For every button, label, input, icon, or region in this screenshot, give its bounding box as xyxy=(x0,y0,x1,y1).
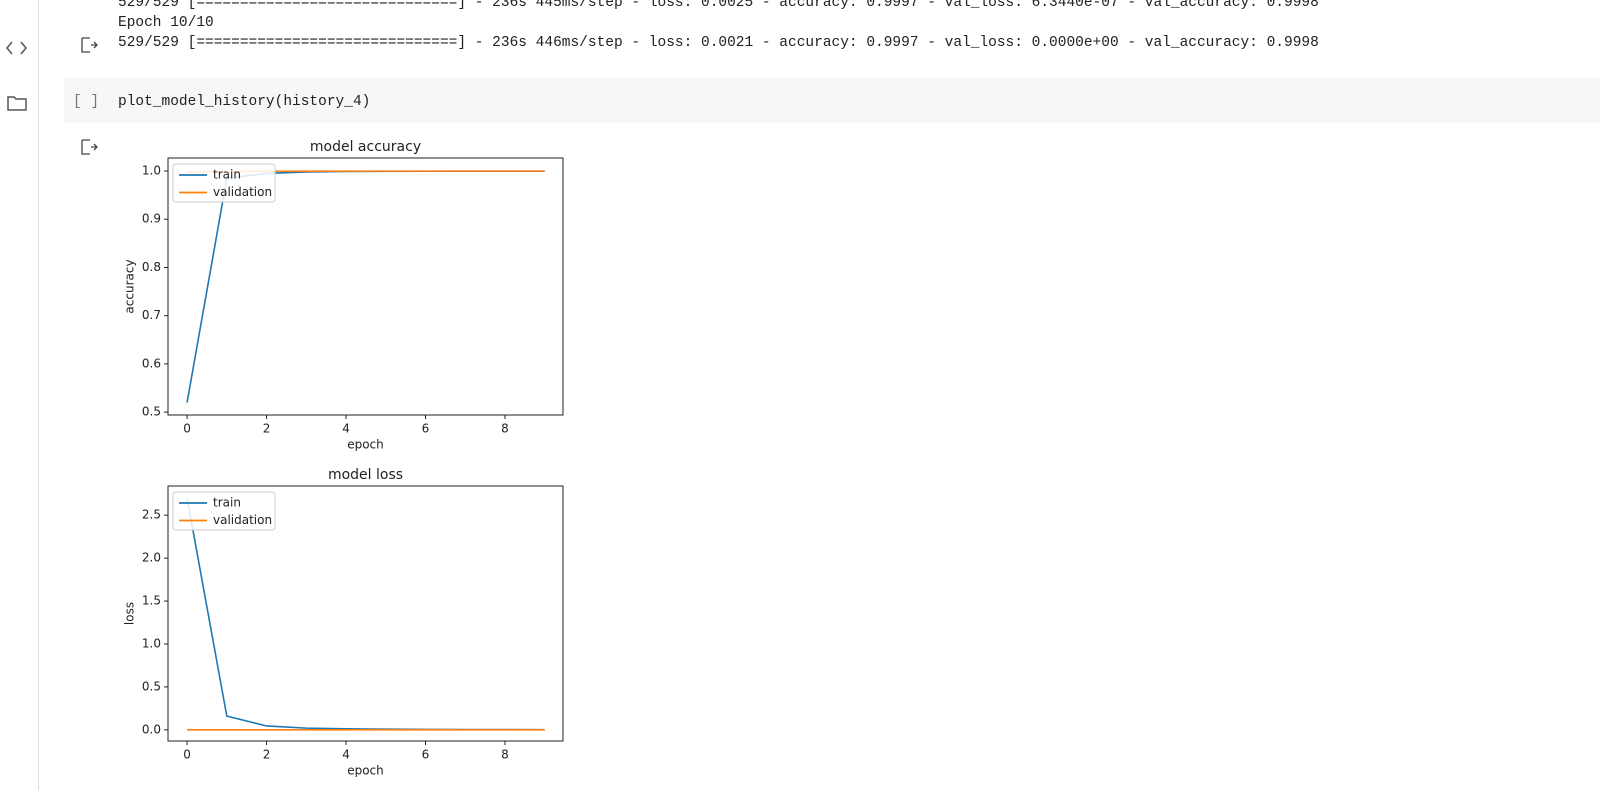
legend-label: train xyxy=(213,168,241,182)
output-icon[interactable] xyxy=(82,140,97,154)
output-line: 529/529 [==============================]… xyxy=(118,35,1319,51)
y-tick-label: 0.8 xyxy=(142,260,161,274)
y-tick-label: 2.5 xyxy=(142,508,161,522)
cell-bracket[interactable]: [ ] xyxy=(73,94,99,110)
legend-label: validation xyxy=(213,185,272,199)
y-tick-label: 1.5 xyxy=(142,594,161,608)
y-tick-label: 2.0 xyxy=(142,551,161,565)
y-tick-label: 1.0 xyxy=(142,164,161,178)
x-tick-label: 2 xyxy=(263,422,271,436)
legend-label: train xyxy=(213,496,241,510)
x-axis-label: epoch xyxy=(347,764,384,778)
x-axis-label: epoch xyxy=(347,438,384,452)
y-tick-label: 0.9 xyxy=(142,212,161,226)
series-line xyxy=(187,171,545,402)
x-tick-label: 0 xyxy=(183,748,191,762)
legend-label: validation xyxy=(213,513,272,527)
y-tick-label: 0.5 xyxy=(142,679,161,693)
y-axis-label: accuracy xyxy=(123,259,137,313)
x-tick-label: 2 xyxy=(263,748,271,762)
chart-title: model accuracy xyxy=(310,139,421,155)
x-tick-label: 8 xyxy=(501,748,509,762)
x-tick-label: 4 xyxy=(342,422,350,436)
sidebar xyxy=(0,0,38,790)
series-line xyxy=(187,498,545,730)
x-tick-label: 8 xyxy=(501,422,509,436)
output-icon[interactable] xyxy=(82,38,97,52)
x-tick-label: 0 xyxy=(183,422,191,436)
y-tick-label: 0.5 xyxy=(142,405,161,419)
output-line: 529/529 [==============================]… xyxy=(118,0,1319,11)
chart-title: model loss xyxy=(328,467,403,483)
y-tick-label: 0.6 xyxy=(142,356,161,370)
x-tick-label: 6 xyxy=(422,748,430,762)
y-tick-label: 0.7 xyxy=(142,308,161,322)
y-tick-label: 0.0 xyxy=(142,722,161,736)
code: plot_model_history(history_4) xyxy=(118,94,370,110)
x-tick-label: 4 xyxy=(342,748,350,762)
y-tick-label: 1.0 xyxy=(142,636,161,650)
output-line: Epoch 10/10 xyxy=(118,15,214,31)
x-tick-label: 6 xyxy=(422,422,430,436)
y-axis-label: loss xyxy=(123,602,137,625)
